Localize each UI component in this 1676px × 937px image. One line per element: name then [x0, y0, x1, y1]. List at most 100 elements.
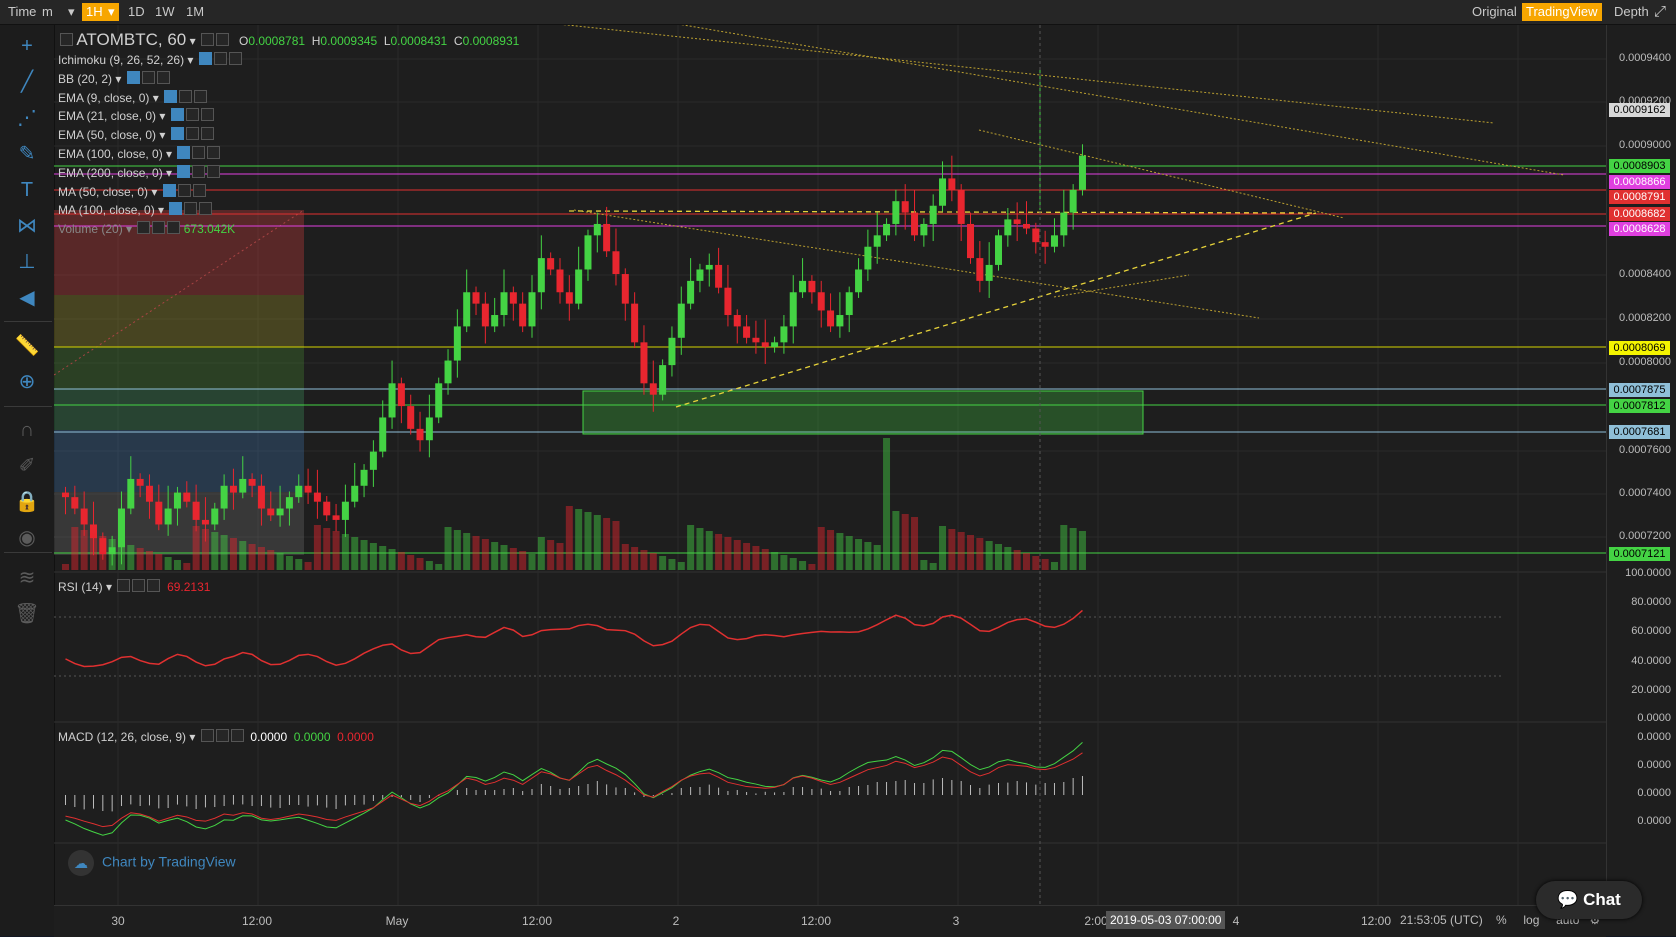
- collapse-icon[interactable]: [60, 33, 73, 46]
- candle-body: [733, 315, 741, 327]
- candle-body: [285, 497, 293, 509]
- volume-bar: [995, 544, 1002, 570]
- chart-area[interactable]: ATOMBTC, 60 ▾ O0.0008781 H0.0009345 L0.0…: [54, 25, 1606, 905]
- volume-bar: [612, 521, 620, 570]
- settings-icon[interactable]: [141, 70, 155, 84]
- magnet-icon[interactable]: ∩: [19, 419, 35, 441]
- layers-icon[interactable]: ≋: [18, 567, 36, 589]
- lock-drawing-icon[interactable]: ✐: [18, 455, 36, 477]
- time-tick: 2:00: [1084, 914, 1108, 928]
- close-icon[interactable]: [156, 70, 170, 84]
- close-icon[interactable]: [199, 202, 213, 216]
- eye-icon[interactable]: [170, 108, 184, 122]
- settings-icon[interactable]: [185, 108, 199, 122]
- time-axis[interactable]: 30 12:00 May 12:00 2 12:00 3 2:00 4 12:00 2019-05…: [54, 905, 1606, 937]
- crosshair-icon[interactable]: +: [21, 35, 33, 57]
- rsi-tick: 60.0000: [1631, 625, 1671, 637]
- close-icon[interactable]: [215, 33, 229, 46]
- chat-bubble-icon: 💬: [1557, 890, 1579, 909]
- eye-icon[interactable]: [177, 146, 191, 159]
- settings-icon[interactable]: [192, 146, 206, 159]
- settings-icon[interactable]: [177, 183, 191, 197]
- price-label: 0.0009162: [1609, 103, 1670, 117]
- close-icon[interactable]: [192, 183, 206, 197]
- volume-bar: [425, 561, 433, 570]
- fullscreen-icon[interactable]: ⤢: [1654, 3, 1667, 20]
- candle-body: [155, 501, 163, 525]
- candle-body: [62, 492, 69, 498]
- volume-bar: [276, 553, 284, 570]
- volume-bar: [1078, 531, 1086, 570]
- close-icon[interactable]: [207, 146, 221, 159]
- volume-bar: [192, 526, 200, 570]
- candle-body: [873, 235, 881, 247]
- interval-1d-button[interactable]: 1D: [128, 4, 145, 19]
- settings-gear-icon[interactable]: ⚙: [1589, 913, 1601, 927]
- candle-body: [323, 501, 331, 516]
- chat-button[interactable]: 💬 Chat: [1536, 881, 1642, 919]
- volume-bar: [789, 558, 797, 570]
- view-depth-button[interactable]: Depth: [1614, 4, 1649, 19]
- settings-icon[interactable]: [179, 89, 193, 103]
- close-icon[interactable]: [200, 108, 214, 122]
- candle-body: [239, 478, 247, 493]
- settings-icon[interactable]: [184, 202, 198, 216]
- volume-bar: [453, 530, 461, 570]
- view-original-button[interactable]: Original: [1472, 4, 1517, 19]
- candle-body: [108, 547, 116, 555]
- settings-icon[interactable]: [200, 33, 214, 46]
- settings-icon[interactable]: [185, 127, 199, 141]
- lock-icon[interactable]: 🔒: [14, 491, 40, 513]
- price-label: 0.0007121: [1609, 547, 1670, 561]
- arrow-back-icon[interactable]: ◀: [19, 287, 35, 309]
- drawing-toolbar: + ╱ ⋰ ✎ T ⋈ ⊥ ◀ 📏 ⊕ ∩ ✐ 🔒 ◉ ≋ 🗑: [0, 25, 55, 936]
- eye-icon[interactable]: [177, 164, 191, 178]
- close-icon[interactable]: [200, 127, 214, 141]
- view-tradingview-button[interactable]: TradingView: [1522, 3, 1602, 21]
- interval-1w-button[interactable]: 1W: [155, 4, 175, 19]
- fib-tool-icon[interactable]: ⋰: [17, 107, 37, 129]
- zoom-in-icon[interactable]: ⊕: [18, 371, 36, 393]
- settings-icon[interactable]: [213, 52, 227, 65]
- price-axis[interactable]: 0.0009400 0.0009200 0.0009000 0.0008400 0.00…: [1606, 25, 1676, 905]
- symbol-chevron-down-icon[interactable]: ▾: [189, 34, 196, 48]
- candle-body: [668, 337, 676, 366]
- macd-tick: 0.0000: [1637, 815, 1671, 827]
- trash-icon[interactable]: 🗑: [14, 603, 40, 625]
- trend-line-icon[interactable]: ╱: [20, 71, 34, 93]
- measure-tool-icon[interactable]: ⊥: [18, 251, 36, 273]
- candle-body: [957, 189, 965, 224]
- candle-body: [1060, 212, 1068, 236]
- settings-icon[interactable]: [192, 164, 206, 178]
- interval-minutes-dropdown[interactable]: m: [42, 4, 53, 19]
- eye-icon[interactable]: [169, 202, 183, 216]
- eye-icon[interactable]: ◉: [18, 527, 36, 549]
- minutes-chevron-down-icon[interactable]: ▾: [68, 4, 75, 19]
- brush-icon[interactable]: ✎: [18, 143, 36, 165]
- ruler-icon[interactable]: 📏: [14, 335, 40, 357]
- candle-body: [509, 292, 517, 304]
- volume-bar: [845, 536, 853, 570]
- interval-1m-button[interactable]: 1M: [186, 4, 205, 19]
- close-icon[interactable]: [207, 164, 221, 178]
- candle-body: [836, 315, 844, 327]
- candle-body: [99, 538, 107, 555]
- candle-body: [985, 264, 993, 281]
- candle-body: [649, 383, 657, 395]
- eye-icon[interactable]: [164, 89, 178, 103]
- tradingview-branding[interactable]: ☁ Chart by TradingView: [68, 850, 236, 876]
- close-icon[interactable]: [228, 52, 242, 65]
- eye-icon[interactable]: [126, 70, 140, 84]
- pattern-tool-icon[interactable]: ⋈: [17, 215, 37, 237]
- eye-icon[interactable]: [162, 183, 176, 197]
- eye-icon[interactable]: [170, 127, 184, 141]
- log-toggle[interactable]: log: [1523, 913, 1540, 927]
- candle-body: [827, 310, 835, 327]
- eye-icon[interactable]: [198, 52, 212, 65]
- interval-1h-button[interactable]: 1H: [82, 3, 107, 21]
- volume-bar: [416, 558, 424, 570]
- text-tool-icon[interactable]: T: [20, 179, 34, 201]
- close-icon[interactable]: [194, 89, 208, 103]
- percent-toggle[interactable]: %: [1496, 913, 1507, 927]
- hours-chevron-down-icon[interactable]: ▾: [104, 3, 119, 21]
